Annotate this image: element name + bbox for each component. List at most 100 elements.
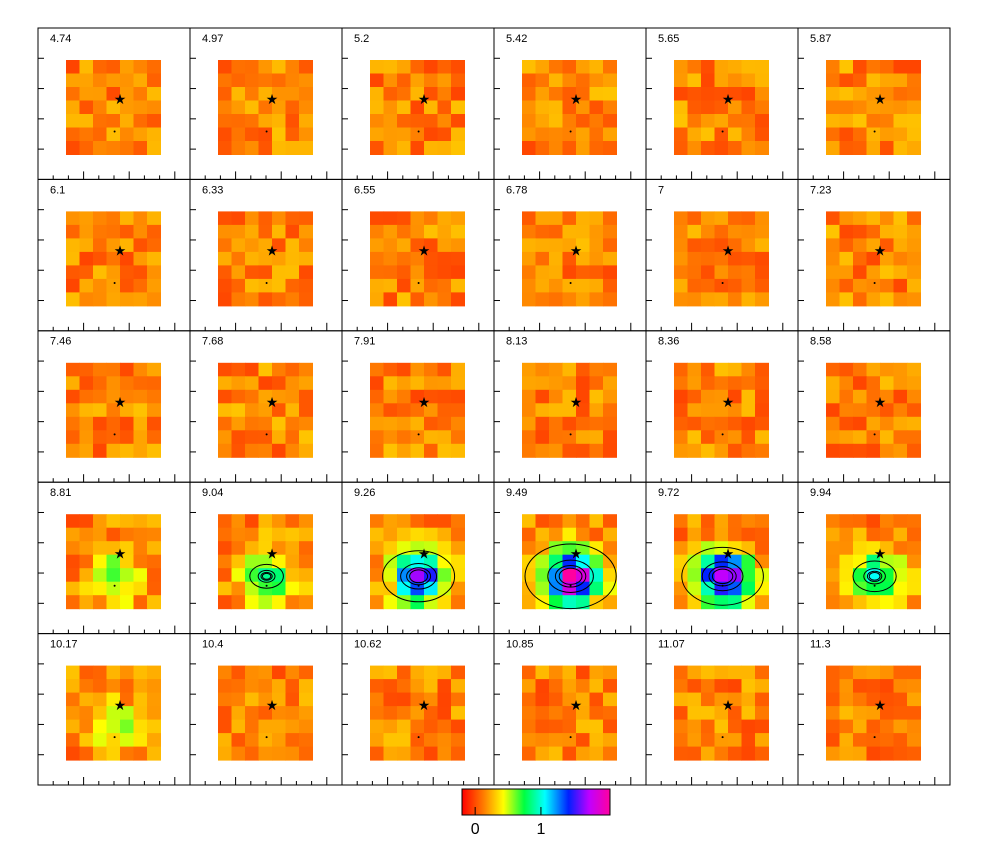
map-cell [218, 127, 232, 142]
map-cell [755, 292, 769, 307]
map-cell [370, 706, 384, 721]
map-cell [93, 224, 107, 239]
map-cell [741, 430, 756, 445]
map-cell [258, 665, 273, 680]
contour [400, 563, 438, 590]
map-cell [907, 73, 921, 88]
map-cell [231, 362, 246, 377]
map-cell [383, 389, 398, 404]
map-cell [755, 746, 769, 761]
map-cell [383, 73, 398, 88]
map-cell [299, 238, 313, 253]
map-cell [66, 73, 80, 88]
map-cell [258, 541, 273, 556]
map-cell [603, 541, 617, 556]
map-cell [728, 527, 742, 542]
map-cell [866, 403, 881, 418]
map-cell [880, 595, 894, 610]
source-dot [113, 736, 116, 739]
map-cell [576, 87, 590, 101]
map-cell [218, 733, 232, 748]
map-cell [272, 251, 286, 266]
map-cell [245, 665, 259, 680]
map-cell [741, 265, 756, 280]
map-cell [522, 403, 536, 418]
map-cell [120, 211, 134, 226]
map-cell [451, 251, 465, 266]
map-cell [893, 376, 908, 391]
map-cell [93, 292, 107, 307]
map-cell [562, 238, 577, 253]
source-dot [873, 584, 876, 587]
map-cell [437, 362, 452, 377]
map-cell [370, 746, 384, 761]
map-cell [839, 679, 854, 694]
map-cell [272, 114, 286, 128]
map-cell [907, 514, 921, 529]
map-cell [66, 416, 80, 431]
map-cell [866, 278, 881, 293]
map-cell [285, 443, 300, 458]
map-cell [258, 278, 273, 293]
map-cell [231, 60, 246, 74]
map-cell [245, 278, 259, 293]
map-cell [231, 238, 246, 253]
map-cell [370, 211, 384, 226]
map-cell [576, 251, 590, 266]
map-cell [410, 224, 425, 239]
map-cell [437, 568, 452, 583]
map-cell [687, 733, 702, 748]
map-cell [674, 224, 688, 239]
map-cell [535, 141, 550, 155]
map-cell [701, 403, 715, 418]
map-cell [535, 541, 550, 556]
map-cell [272, 211, 286, 226]
map-cell [437, 265, 452, 280]
map-cell [106, 376, 121, 391]
map-cell [701, 362, 715, 377]
map-cell [120, 706, 134, 721]
map-cell [562, 60, 577, 74]
map-cell [701, 719, 715, 734]
map-cell [133, 665, 148, 680]
map-cell [258, 595, 273, 610]
map-cell [687, 100, 702, 115]
map-cell [714, 376, 729, 391]
map-cell [562, 443, 577, 458]
map-cell [299, 114, 313, 128]
map-cell [437, 665, 452, 680]
map-cell [147, 527, 161, 542]
map-cell [147, 595, 161, 610]
map-cell [674, 238, 688, 253]
map-cell [218, 554, 232, 569]
map-cell [839, 100, 854, 115]
map-cell [866, 541, 881, 556]
map-cell [383, 581, 398, 596]
map-cell [535, 746, 550, 761]
star: ★ [266, 243, 279, 259]
map-cell [728, 238, 742, 253]
map-cell [258, 127, 273, 142]
map-cell [522, 292, 536, 307]
map-cell [397, 733, 411, 748]
map-cell [853, 60, 867, 74]
map-cell [424, 292, 438, 307]
map-cell [370, 430, 384, 445]
map-cell [370, 224, 384, 239]
map-cell [397, 514, 411, 529]
map-cell [285, 403, 300, 418]
map-cell [93, 706, 107, 721]
map-cell [687, 568, 702, 583]
map-cell [603, 60, 617, 74]
map-cell [218, 389, 232, 404]
map-cell [880, 100, 894, 115]
map-cell [589, 278, 604, 293]
map-cell [285, 430, 300, 445]
map-cell [853, 554, 867, 569]
source-dot [569, 736, 572, 739]
map-cell [285, 238, 300, 253]
map-cell [272, 127, 286, 142]
map-cell [120, 403, 134, 418]
map-cell [299, 679, 313, 694]
map-cell [383, 127, 398, 142]
